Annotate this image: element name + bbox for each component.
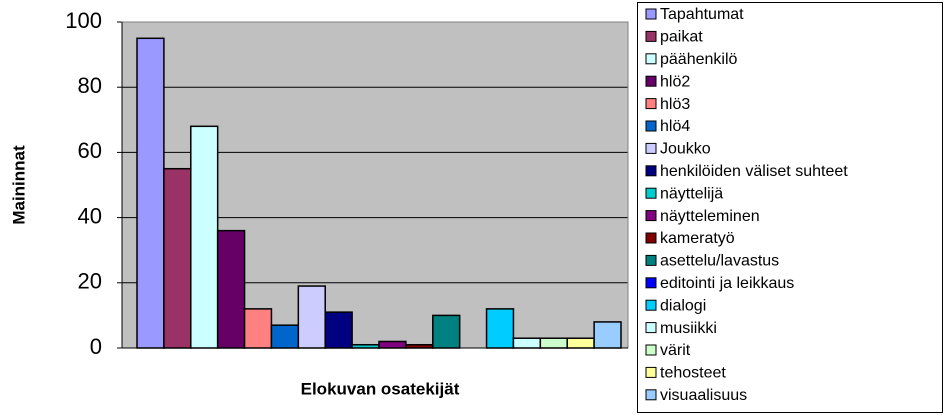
y-tick-label: 80 <box>78 73 102 98</box>
bar <box>593 321 622 349</box>
y-tick-label: 40 <box>78 203 102 228</box>
legend-swatch <box>645 277 657 289</box>
legend-swatch <box>645 299 657 311</box>
legend-label: editointi ja leikkaus <box>660 275 794 292</box>
legend-label: musiikki <box>660 320 717 337</box>
legend-swatch <box>645 53 657 65</box>
legend-label: hlö4 <box>660 118 690 135</box>
y-tick-label: 100 <box>65 8 102 33</box>
legend-swatch <box>645 142 657 154</box>
bar <box>216 229 246 349</box>
legend-swatch <box>645 389 657 401</box>
y-tick-label: 0 <box>90 334 102 359</box>
legend-label: näyttelijä <box>660 185 723 202</box>
legend-swatch <box>645 366 657 378</box>
legend-swatch <box>645 232 657 244</box>
legend-label: paikat <box>660 29 703 46</box>
legend-swatch <box>645 254 657 266</box>
legend-label: dialogi <box>660 297 706 314</box>
legend-swatch <box>645 322 657 334</box>
legend-label: visuaalisuus <box>660 387 747 404</box>
legend-label: asettelu/lavastus <box>660 253 779 270</box>
legend-swatch <box>645 165 657 177</box>
y-axis-title: Maininnat <box>9 145 28 225</box>
x-axis-title: Elokuvan osatekijät <box>301 379 460 398</box>
legend-swatch <box>645 75 657 87</box>
legend-label: henkilöiden väliset suhteet <box>660 163 848 180</box>
legend-swatch <box>645 187 657 199</box>
bar <box>270 324 300 349</box>
bar <box>566 337 595 349</box>
legend-label: hlö3 <box>660 96 690 113</box>
legend-swatch <box>645 120 657 132</box>
bar <box>539 337 568 349</box>
y-tick-label: 60 <box>78 138 102 163</box>
legend-swatch <box>645 210 657 222</box>
legend-label: kameratyö <box>660 230 735 247</box>
legend-swatch <box>645 98 657 110</box>
bar <box>136 37 165 349</box>
legend-label: Joukko <box>660 141 711 158</box>
legend-swatch <box>645 8 657 20</box>
legend-label: Tapahtumat <box>660 6 744 23</box>
bar <box>485 308 515 349</box>
legend-swatch <box>645 344 657 356</box>
y-tick-label: 20 <box>78 269 102 294</box>
legend-label: hlö2 <box>660 73 690 90</box>
legend <box>637 2 943 413</box>
legend-label: värit <box>660 342 691 359</box>
legend-label: päähenkilö <box>660 51 738 68</box>
bar <box>324 311 353 349</box>
bar <box>297 285 326 349</box>
legend-label: näytteleminen <box>660 208 760 225</box>
bar <box>378 340 407 349</box>
bar <box>190 125 219 349</box>
bar <box>512 337 542 349</box>
legend-swatch <box>645 30 657 42</box>
bar <box>432 314 461 349</box>
bar <box>243 308 273 349</box>
bar <box>163 167 192 349</box>
legend-label: tehosteet <box>660 365 726 382</box>
